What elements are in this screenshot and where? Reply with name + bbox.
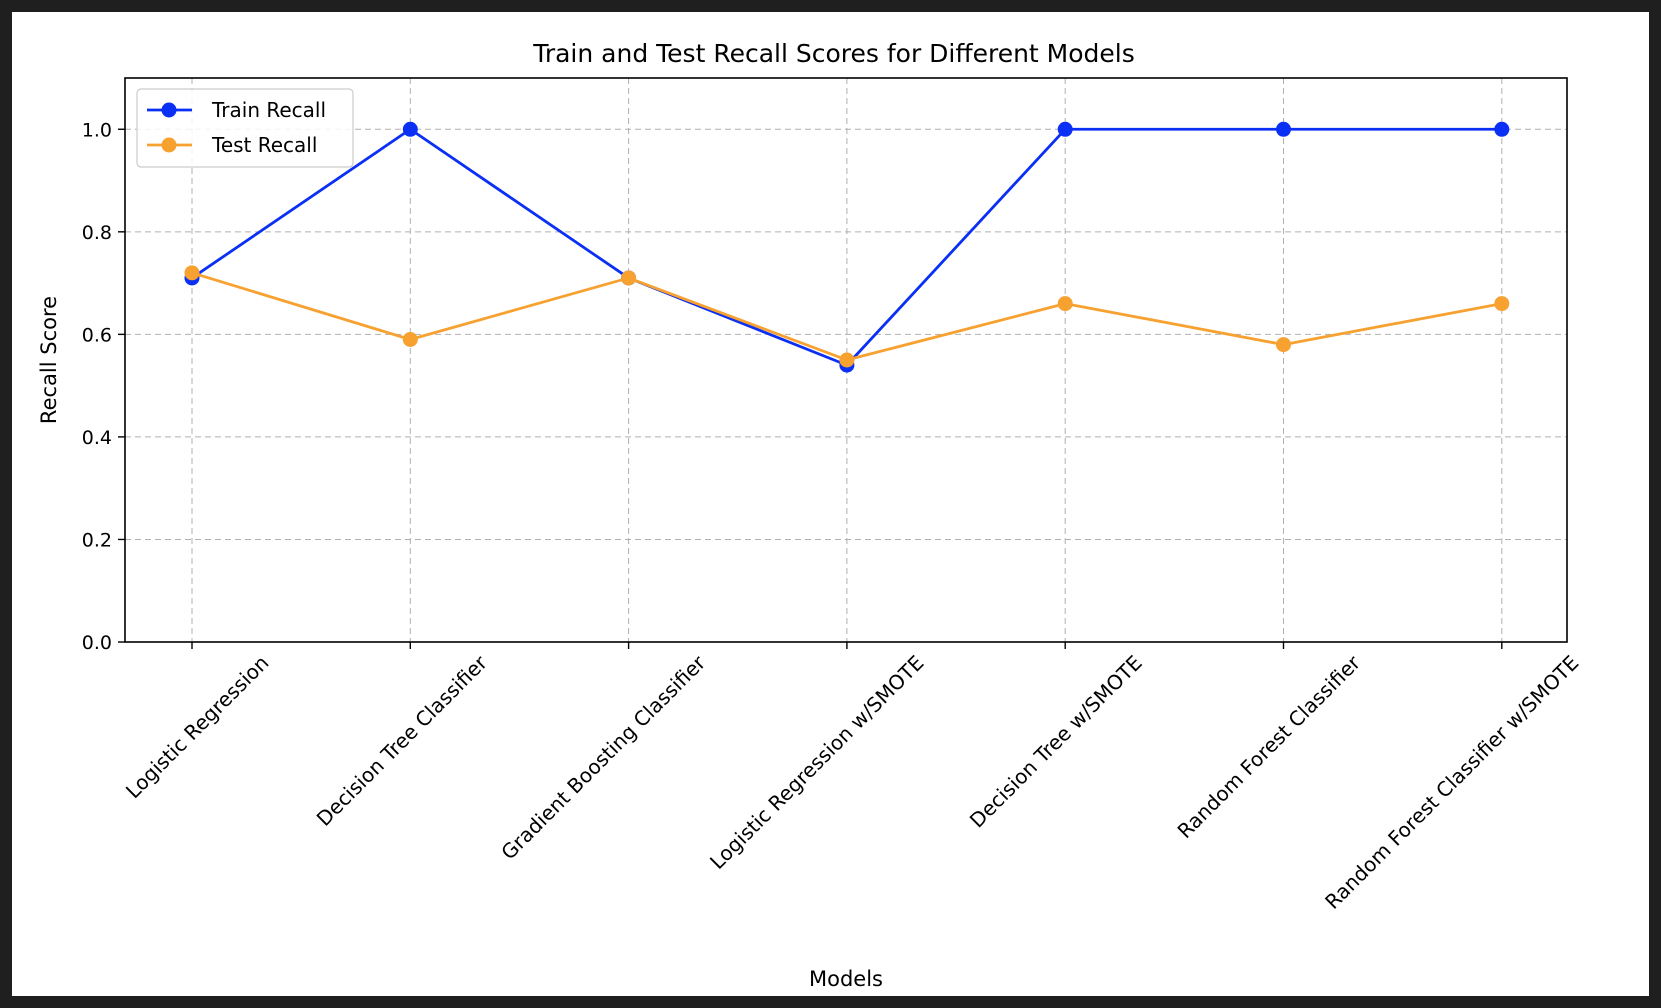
series-line-1 xyxy=(191,271,1503,362)
x-tick-label: Gradient Boosting Classifier xyxy=(496,650,710,864)
data-point xyxy=(1494,296,1510,312)
plot-area-border xyxy=(124,77,1568,643)
grid-lines xyxy=(125,78,1567,643)
legend-label: Train Recall xyxy=(211,98,326,122)
data-point xyxy=(1057,121,1073,137)
x-axis-label: Models xyxy=(809,967,883,991)
legend-marker xyxy=(161,137,177,153)
x-tick-label: Logistic Regression xyxy=(121,651,274,804)
legend-box xyxy=(136,88,354,168)
x-tick-label: Random Forest Classifier xyxy=(1173,650,1366,843)
data-point xyxy=(1494,121,1510,137)
legend-label: Test Recall xyxy=(211,133,317,157)
y-tick-label: 0.4 xyxy=(82,427,112,449)
data-point xyxy=(184,265,200,281)
x-axis-ticks: Logistic Regression Decision Tree Classif… xyxy=(121,642,1583,914)
chart-frame: Train and Test Recall Scores for Differe… xyxy=(12,12,1649,996)
y-tick-label: 1.0 xyxy=(82,119,112,141)
x-tick-label: Decision Tree w/SMOTE xyxy=(965,651,1147,833)
y-tick-label: 0.2 xyxy=(82,529,112,551)
x-tick-label: Logistic Regression w/SMOTE xyxy=(705,651,928,874)
x-tick-label: Decision Tree Classifier xyxy=(312,650,493,831)
data-series xyxy=(184,121,1510,373)
x-tick-label: Random Forest Classifier w/SMOTE xyxy=(1320,651,1583,914)
y-axis-ticks: 0.0 0.2 0.4 0.6 0.8 1.0 xyxy=(82,119,125,654)
legend-marker xyxy=(161,102,177,118)
data-point xyxy=(1057,296,1073,312)
recall-line-chart: Train and Test Recall Scores for Differe… xyxy=(37,39,1583,991)
y-axis-label: Recall Score xyxy=(37,296,61,424)
data-point xyxy=(402,121,418,137)
y-tick-label: 0.0 xyxy=(82,632,112,654)
data-point xyxy=(621,270,637,286)
chart-title: Train and Test Recall Scores for Differe… xyxy=(532,39,1135,68)
y-tick-label: 0.8 xyxy=(82,222,112,244)
data-point xyxy=(1276,121,1291,137)
data-point xyxy=(1276,337,1291,353)
data-point xyxy=(839,352,855,368)
y-tick-label: 0.6 xyxy=(82,324,112,346)
data-point xyxy=(402,331,418,347)
legend: Train Recall Test Recall xyxy=(136,88,354,168)
